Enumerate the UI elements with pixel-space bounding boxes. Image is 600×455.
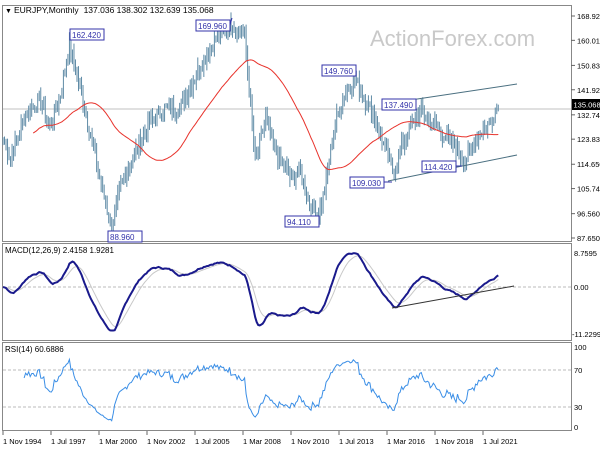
watermark: ActionForex.com <box>370 26 535 51</box>
collapse-arrow-icon[interactable]: ▼ <box>5 8 12 15</box>
price-axis-label: 168.920 <box>577 12 600 21</box>
x-axis-label: 1 Jul 2013 <box>339 437 374 446</box>
svg-text:169.960: 169.960 <box>198 22 227 31</box>
macd-axis-bottom: -11.2299 <box>572 330 600 339</box>
svg-text:162.420: 162.420 <box>72 31 101 40</box>
x-axis-label: 1 Mar 2008 <box>243 437 281 446</box>
svg-text:149.760: 149.760 <box>324 67 353 76</box>
x-axis-label: 1 Jul 1997 <box>51 437 86 446</box>
svg-text:109.030: 109.030 <box>352 179 381 188</box>
x-axis-label: 1 Nov 2002 <box>147 437 185 446</box>
price-axis-label: 105.740 <box>577 185 600 194</box>
rsi-axis-100: 100 <box>574 343 587 352</box>
rsi-label: RSI(14) 60.6886 <box>5 345 64 354</box>
x-axis-label: 1 Nov 2010 <box>291 437 329 446</box>
price-axis-label: 123.830 <box>577 135 600 144</box>
price-axis-label: 160.010 <box>577 36 600 45</box>
price-axis-label: 87.650 <box>577 234 600 243</box>
rsi-axis-70: 70 <box>574 366 582 375</box>
x-axis-label: 1 Mar 2016 <box>387 437 425 446</box>
price-axis-label: 114.650 <box>577 160 600 169</box>
macd-axis-zero: 0.00 <box>574 283 589 292</box>
price-annotation: 94.110 <box>285 216 319 227</box>
price-annotation: 162.420 <box>70 29 104 40</box>
svg-text:94.110: 94.110 <box>287 218 311 227</box>
svg-text:88.960: 88.960 <box>110 233 135 242</box>
macd-label: MACD(12,26,9) 2.4158 1.9281 <box>5 246 115 255</box>
rsi-axis-30: 30 <box>574 403 582 412</box>
price-axis-label: 141.920 <box>577 86 600 95</box>
x-axis-label: 1 Jul 2021 <box>483 437 518 446</box>
price-annotation: 169.960 <box>196 18 232 31</box>
price-annotation: 137.490 <box>382 99 416 110</box>
macd-axis-top: 8.7595 <box>574 249 597 258</box>
rsi-panel <box>3 343 572 431</box>
x-axis-label: 1 Jul 2005 <box>195 437 230 446</box>
price-axis-label: 150.830 <box>577 61 600 70</box>
x-axis-label: 1 Nov 2018 <box>435 437 473 446</box>
x-axis-label: 1 Nov 1994 <box>3 437 41 446</box>
rsi-axis-0: 0 <box>574 423 578 432</box>
price-axis-label: 132.740 <box>577 111 600 120</box>
price-annotation: 149.760 <box>322 65 356 76</box>
x-axis-label: 1 Mar 2000 <box>99 437 137 446</box>
svg-text:137.490: 137.490 <box>384 101 413 110</box>
current-price-text: 135.068 <box>574 101 600 110</box>
price-axis-label: 96.560 <box>577 210 600 219</box>
svg-text:114.420: 114.420 <box>424 163 453 172</box>
price-annotation: 114.420 <box>422 161 462 172</box>
price-annotation: 88.960 <box>108 231 142 242</box>
